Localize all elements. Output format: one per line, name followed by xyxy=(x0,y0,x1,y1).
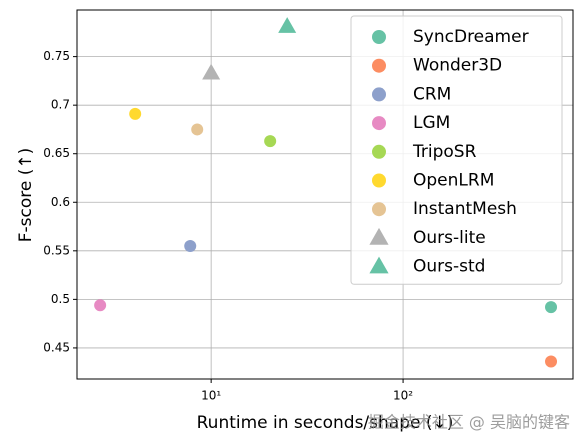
y-tick-label: 0.65 xyxy=(43,146,70,160)
circle-marker xyxy=(264,135,277,148)
legend-box xyxy=(350,15,563,285)
legend-label: LGM xyxy=(413,113,450,133)
x-axis-label: Runtime in seconds/shape (↓) xyxy=(197,413,454,433)
legend-label: Wonder3D xyxy=(413,56,502,76)
legend-label: OpenLRM xyxy=(413,171,494,191)
triangle-marker xyxy=(202,63,221,80)
triangle-marker xyxy=(278,17,297,33)
triangle-marker xyxy=(369,256,389,274)
legend-label: CRM xyxy=(413,84,451,104)
circle-marker xyxy=(129,107,142,120)
circle-marker xyxy=(184,239,197,252)
circle-marker xyxy=(372,116,386,131)
circle-marker xyxy=(545,301,558,314)
plot-frame xyxy=(76,9,574,380)
x-tick-label: 10² xyxy=(393,389,413,403)
legend-label: InstantMesh xyxy=(413,199,517,219)
y-tick-label: 0.7 xyxy=(51,98,70,112)
circle-marker xyxy=(372,202,386,217)
y-tick-label: 0.6 xyxy=(51,195,70,209)
circle-marker xyxy=(191,123,204,136)
triangle-marker xyxy=(369,227,389,245)
y-tick-label: 0.5 xyxy=(51,292,70,306)
circle-marker xyxy=(372,58,386,73)
legend-label: Ours-lite xyxy=(413,228,486,248)
circle-marker xyxy=(94,299,107,312)
y-tick-label: 0.75 xyxy=(43,49,70,63)
circle-marker xyxy=(372,173,386,188)
y-axis-label: F-score (↑) xyxy=(16,148,36,243)
circle-marker xyxy=(372,30,386,44)
circle-marker xyxy=(545,355,558,368)
legend-label: Ours-std xyxy=(413,257,485,277)
y-tick-label: 0.45 xyxy=(43,340,70,354)
circle-marker xyxy=(372,144,386,159)
circle-marker xyxy=(372,87,386,102)
x-tick-label: 10¹ xyxy=(201,389,221,403)
watermark: 掘金技术社区 @ 吴脑的键客 xyxy=(368,413,570,432)
y-tick-label: 0.55 xyxy=(43,243,70,257)
legend-label: SyncDreamer xyxy=(413,27,529,47)
legend-label: TripoSR xyxy=(412,142,477,162)
